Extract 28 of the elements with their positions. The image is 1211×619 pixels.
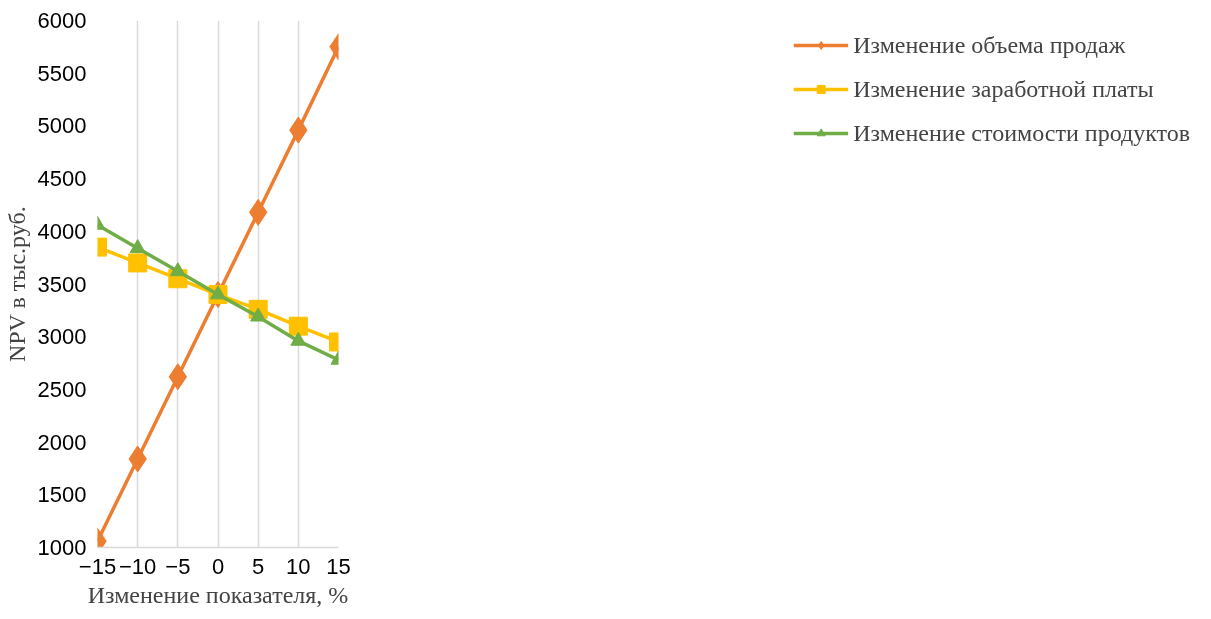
legend-label: Изменение объема продаж [853, 30, 1126, 60]
x-tick-label: 0 [211, 553, 225, 579]
x-tick-label: 15 [326, 553, 351, 579]
y-tick-label: 4500 [37, 166, 87, 192]
y-tick-label: 3500 [37, 271, 87, 297]
y-tick-label: 4000 [37, 218, 87, 244]
y-tick-label: 6000 [37, 8, 87, 33]
x-axis-title: Изменение показателя, % [87, 581, 349, 608]
y-tick-label: 5500 [37, 60, 87, 86]
y-tick-label: 2000 [37, 429, 87, 455]
legend-label: Изменение заработной платы [853, 74, 1154, 104]
y-tick-label: 1500 [37, 482, 87, 508]
x-tick-label: −5 [165, 553, 191, 579]
x-tick-label: 10 [286, 553, 311, 579]
point [128, 253, 148, 273]
y-tick-label: 2500 [37, 376, 87, 402]
x-tick-label: −10 [119, 553, 157, 579]
point [169, 262, 186, 277]
point [250, 307, 267, 322]
point [290, 331, 307, 346]
legend-label: Изменение стоимости продуктов [853, 118, 1190, 148]
x-tick-label: 5 [252, 553, 265, 579]
point [129, 239, 146, 253]
y-tick-label: 3000 [37, 324, 87, 350]
y-tick-label: 1000 [37, 535, 87, 560]
y-axis-title: NPV в тыс.руб. [3, 206, 30, 363]
point [288, 316, 308, 336]
y-tick-label: 5000 [37, 113, 87, 139]
